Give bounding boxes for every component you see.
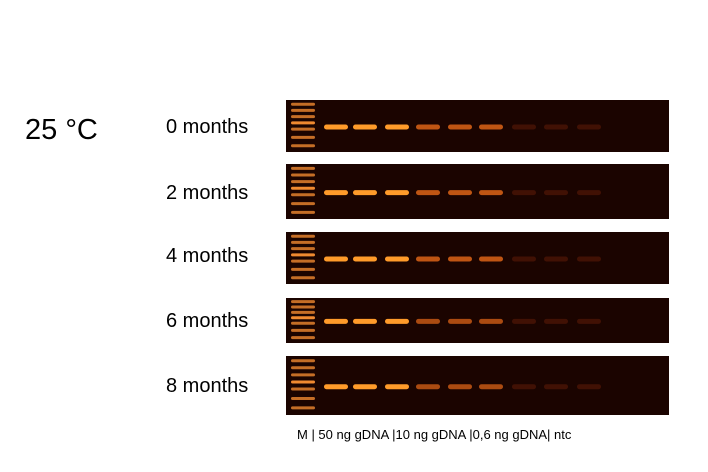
sample-band bbox=[324, 256, 348, 262]
sample-band bbox=[416, 256, 440, 262]
sample-band bbox=[324, 318, 348, 324]
sample-band bbox=[385, 256, 409, 262]
ladder-band bbox=[291, 240, 315, 244]
ladder-band bbox=[291, 186, 315, 190]
sample-band bbox=[544, 124, 568, 130]
gel-panel-0 bbox=[286, 100, 669, 152]
gel-panel-1 bbox=[286, 164, 669, 219]
ladder-band bbox=[291, 267, 315, 271]
sample-band bbox=[577, 190, 601, 196]
sample-band bbox=[324, 124, 348, 130]
row-label-0: 0 months bbox=[166, 116, 249, 138]
sample-band bbox=[385, 190, 409, 196]
ladder-band bbox=[291, 115, 315, 119]
ladder-band bbox=[291, 166, 315, 170]
sample-band bbox=[448, 384, 472, 390]
sample-band bbox=[448, 124, 472, 130]
gel-image-4 bbox=[291, 359, 601, 410]
ladder-band bbox=[291, 397, 315, 400]
ladder-band bbox=[291, 373, 315, 377]
gel-panel-4 bbox=[286, 356, 669, 415]
ladder-band bbox=[291, 359, 315, 363]
gel-image-3 bbox=[291, 300, 601, 340]
sample-band bbox=[479, 318, 503, 324]
ladder-band bbox=[291, 300, 315, 304]
ladder-band bbox=[291, 144, 315, 148]
sample-band bbox=[385, 318, 409, 324]
ladder-band bbox=[291, 406, 315, 410]
sample-band bbox=[577, 318, 601, 324]
ladder-band bbox=[291, 135, 315, 139]
ladder-band bbox=[291, 180, 315, 184]
sample-band bbox=[479, 124, 503, 130]
ladder-band bbox=[291, 316, 315, 320]
temperature-label: 25 °C bbox=[25, 114, 98, 146]
sample-band bbox=[512, 124, 536, 130]
sample-band bbox=[577, 124, 601, 130]
sample-band bbox=[416, 124, 440, 130]
sample-band bbox=[544, 384, 568, 390]
sample-band bbox=[416, 318, 440, 324]
ladder-band bbox=[291, 121, 315, 125]
ladder-band bbox=[291, 328, 315, 332]
ladder-band bbox=[291, 387, 315, 391]
sample-band bbox=[544, 190, 568, 196]
sample-band bbox=[324, 384, 348, 390]
gel-image-2 bbox=[291, 234, 601, 280]
ladder-band bbox=[291, 102, 315, 106]
lane-caption: M | 50 ng gDNA |10 ng gDNA |0,6 ng gDNA|… bbox=[297, 427, 572, 442]
sample-band bbox=[353, 124, 377, 130]
sample-band bbox=[353, 384, 377, 390]
ladder-band bbox=[291, 234, 315, 238]
ladder-band bbox=[291, 247, 315, 251]
sample-band bbox=[353, 190, 377, 196]
gel-image-0 bbox=[291, 102, 601, 148]
sample-band bbox=[416, 190, 440, 196]
ladder-band bbox=[291, 336, 315, 340]
sample-band bbox=[448, 318, 472, 324]
sample-band bbox=[324, 190, 348, 196]
ladder-band bbox=[291, 276, 315, 280]
ladder-band bbox=[291, 193, 315, 197]
sample-band bbox=[544, 256, 568, 262]
sample-band bbox=[544, 318, 568, 324]
row-label-3: 6 months bbox=[166, 310, 249, 332]
ladder-band bbox=[291, 380, 315, 384]
sample-band bbox=[353, 256, 377, 262]
ladder-band bbox=[291, 253, 315, 257]
sample-band bbox=[479, 384, 503, 390]
row-label-1: 2 months bbox=[166, 182, 249, 204]
row-label-2: 4 months bbox=[166, 245, 249, 267]
sample-band bbox=[353, 318, 377, 324]
gel-image-1 bbox=[291, 166, 601, 214]
ladder-band bbox=[291, 202, 315, 206]
ladder-band bbox=[291, 127, 315, 131]
ladder-band bbox=[291, 173, 315, 177]
sample-band bbox=[479, 256, 503, 262]
ladder-band bbox=[291, 310, 315, 314]
ladder-band bbox=[291, 108, 315, 112]
gel-panel-2 bbox=[286, 232, 669, 284]
ladder-band bbox=[291, 305, 315, 309]
sample-band bbox=[577, 384, 601, 390]
ladder-band bbox=[291, 321, 315, 325]
sample-band bbox=[512, 384, 536, 390]
sample-band bbox=[512, 190, 536, 196]
ladder-band bbox=[291, 366, 315, 370]
sample-band bbox=[577, 256, 601, 262]
ladder-band bbox=[291, 210, 315, 214]
sample-band bbox=[385, 124, 409, 130]
sample-band bbox=[512, 318, 536, 324]
sample-band bbox=[448, 190, 472, 196]
sample-band bbox=[416, 384, 440, 390]
sample-band bbox=[448, 256, 472, 262]
sample-band bbox=[479, 190, 503, 196]
row-label-4: 8 months bbox=[166, 375, 249, 397]
sample-band bbox=[385, 384, 409, 390]
sample-band bbox=[512, 256, 536, 262]
gel-panel-3 bbox=[286, 298, 669, 343]
ladder-band bbox=[291, 259, 315, 263]
